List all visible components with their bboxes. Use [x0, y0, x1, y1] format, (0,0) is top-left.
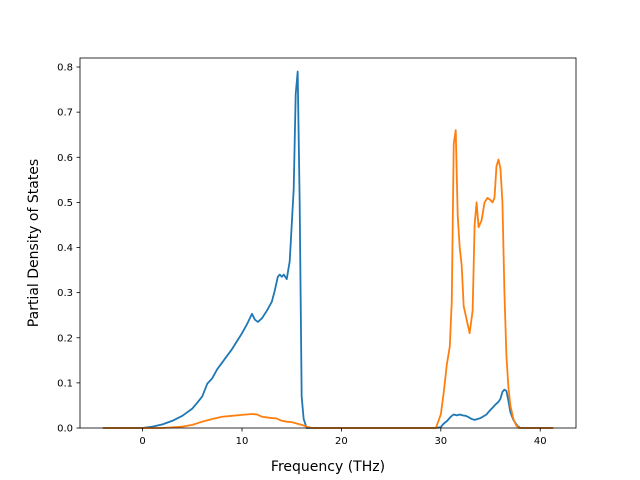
- y-tick-label: 0.2: [57, 333, 73, 344]
- x-tick-label: 20: [335, 436, 348, 447]
- series-layer: [102, 70, 554, 429]
- y-tick-label: 0.0: [57, 424, 73, 435]
- y-tick-label: 0.4: [57, 243, 73, 254]
- x-tick-label: 40: [534, 436, 547, 447]
- x-tick-label: 30: [434, 436, 447, 447]
- y-tick-label: 0.6: [57, 153, 73, 164]
- x-tick-label: 0: [139, 436, 145, 447]
- plot-area-frame: [79, 57, 577, 429]
- y-tick-label: 0.1: [57, 378, 73, 389]
- series-line-2: [102, 129, 554, 429]
- y-axis-ticks: 0.0 0.1 0.2 0.3 0.4 0.5 0.6 0.7 0.8: [57, 63, 80, 435]
- y-tick-label: 0.7: [57, 108, 73, 119]
- y-tick-label: 0.5: [57, 198, 73, 209]
- y-axis-title: Partial Density of States: [26, 159, 42, 327]
- x-tick-label: 10: [236, 436, 249, 447]
- x-axis-ticks: 0 10 20 30 40: [139, 428, 547, 447]
- y-tick-label: 0.3: [57, 288, 73, 299]
- y-tick-label: 0.8: [57, 63, 73, 74]
- series-line-1: [102, 70, 554, 429]
- x-axis-title: Frequency (THz): [271, 459, 385, 475]
